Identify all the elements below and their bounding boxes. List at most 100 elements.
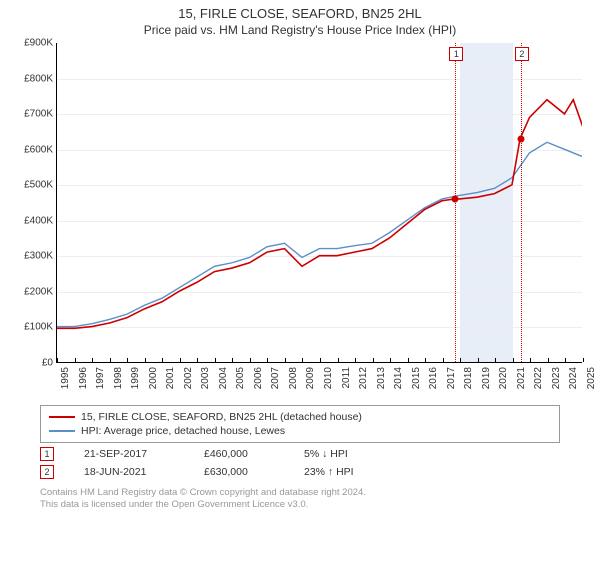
x-tick xyxy=(267,358,268,362)
footer-attribution: Contains HM Land Registry data © Crown c… xyxy=(40,487,560,512)
y-tick-label: £100K xyxy=(7,322,53,333)
series-line xyxy=(57,100,582,329)
y-tick-label: £700K xyxy=(7,109,53,120)
x-tick xyxy=(460,358,461,362)
x-tick xyxy=(110,358,111,362)
x-tick xyxy=(390,358,391,362)
x-tick-label: 2007 xyxy=(270,367,281,389)
x-tick-label: 2018 xyxy=(463,367,474,389)
x-tick-label: 1995 xyxy=(60,367,71,389)
series-line xyxy=(57,142,582,326)
x-tick-label: 2023 xyxy=(551,367,562,389)
transaction-vline xyxy=(521,43,522,362)
x-tick xyxy=(548,358,549,362)
x-tick xyxy=(425,358,426,362)
x-tick-label: 2013 xyxy=(376,367,387,389)
transaction-price: £630,000 xyxy=(204,466,274,478)
footer-line2: This data is licensed under the Open Gov… xyxy=(40,499,560,511)
x-tick-label: 1998 xyxy=(113,367,124,389)
x-tick xyxy=(478,358,479,362)
plot-region: £0£100K£200K£300K£400K£500K£600K£700K£80… xyxy=(56,43,582,363)
x-tick-label: 2005 xyxy=(235,367,246,389)
x-tick-label: 2019 xyxy=(481,367,492,389)
x-tick xyxy=(180,358,181,362)
x-tick xyxy=(355,358,356,362)
x-tick-label: 2014 xyxy=(393,367,404,389)
x-tick xyxy=(513,358,514,362)
footer-line1: Contains HM Land Registry data © Crown c… xyxy=(40,487,560,499)
x-tick xyxy=(250,358,251,362)
x-tick-label: 1999 xyxy=(130,367,141,389)
legend-swatch xyxy=(49,416,75,418)
x-tick-label: 2008 xyxy=(288,367,299,389)
y-tick-label: £600K xyxy=(7,144,53,155)
x-tick xyxy=(495,358,496,362)
x-tick xyxy=(197,358,198,362)
legend-label: 15, FIRLE CLOSE, SEAFORD, BN25 2HL (deta… xyxy=(81,411,362,423)
x-tick xyxy=(583,358,584,362)
x-tick-label: 2025 xyxy=(586,367,597,389)
x-tick xyxy=(285,358,286,362)
x-tick-label: 2002 xyxy=(183,367,194,389)
y-tick-label: £0 xyxy=(7,358,53,369)
x-tick-label: 2015 xyxy=(411,367,422,389)
x-tick-label: 2021 xyxy=(516,367,527,389)
x-tick xyxy=(302,358,303,362)
y-tick-label: £900K xyxy=(7,38,53,49)
transaction-row: 1 21-SEP-2017 £460,000 5% ↓ HPI xyxy=(40,447,560,461)
x-tick-label: 2016 xyxy=(428,367,439,389)
transaction-change: 5% ↓ HPI xyxy=(304,448,348,460)
legend-box: 15, FIRLE CLOSE, SEAFORD, BN25 2HL (deta… xyxy=(40,405,560,443)
x-tick-label: 2011 xyxy=(341,367,352,389)
x-tick xyxy=(530,358,531,362)
x-tick xyxy=(338,358,339,362)
x-tick xyxy=(320,358,321,362)
transaction-number-box: 2 xyxy=(40,465,54,479)
x-tick xyxy=(92,358,93,362)
transaction-dot xyxy=(452,196,459,203)
x-tick-label: 1996 xyxy=(78,367,89,389)
chart-title: 15, FIRLE CLOSE, SEAFORD, BN25 2HL xyxy=(0,6,600,21)
transaction-list: 1 21-SEP-2017 £460,000 5% ↓ HPI 2 18-JUN-2021… xyxy=(0,447,600,479)
transaction-date: 18-JUN-2021 xyxy=(84,466,174,478)
x-tick-label: 2000 xyxy=(148,367,159,389)
transaction-row: 2 18-JUN-2021 £630,000 23% ↑ HPI xyxy=(40,465,560,479)
x-tick xyxy=(145,358,146,362)
x-tick xyxy=(75,358,76,362)
x-tick xyxy=(408,358,409,362)
x-tick xyxy=(127,358,128,362)
chart-subtitle: Price paid vs. HM Land Registry's House … xyxy=(0,23,600,37)
x-tick-label: 2020 xyxy=(498,367,509,389)
x-tick xyxy=(57,358,58,362)
x-tick xyxy=(565,358,566,362)
legend-label: HPI: Average price, detached house, Lewe… xyxy=(81,425,285,437)
x-tick xyxy=(162,358,163,362)
transaction-number-box: 1 xyxy=(40,447,54,461)
x-tick-label: 2009 xyxy=(305,367,316,389)
legend-row: HPI: Average price, detached house, Lewe… xyxy=(49,424,551,438)
x-tick-label: 2012 xyxy=(358,367,369,389)
x-axis-labels: 1995199619971998199920002001200220032004… xyxy=(56,363,582,401)
legend-swatch xyxy=(49,430,75,432)
x-tick xyxy=(215,358,216,362)
legend-row: 15, FIRLE CLOSE, SEAFORD, BN25 2HL (deta… xyxy=(49,410,551,424)
y-tick-label: £200K xyxy=(7,286,53,297)
transaction-marker: 1 xyxy=(449,47,463,61)
x-tick xyxy=(373,358,374,362)
transaction-dot xyxy=(517,136,524,143)
y-tick-label: £800K xyxy=(7,73,53,84)
x-tick xyxy=(443,358,444,362)
x-tick-label: 2006 xyxy=(253,367,264,389)
x-tick-label: 2022 xyxy=(533,367,544,389)
x-tick xyxy=(232,358,233,362)
transaction-price: £460,000 xyxy=(204,448,274,460)
y-tick-label: £500K xyxy=(7,180,53,191)
x-tick-label: 2003 xyxy=(200,367,211,389)
transaction-marker: 2 xyxy=(515,47,529,61)
x-tick-label: 2024 xyxy=(568,367,579,389)
y-tick-label: £300K xyxy=(7,251,53,262)
transaction-date: 21-SEP-2017 xyxy=(84,448,174,460)
x-tick-label: 2017 xyxy=(446,367,457,389)
chart-svg xyxy=(57,43,582,362)
transaction-change: 23% ↑ HPI xyxy=(304,466,354,478)
